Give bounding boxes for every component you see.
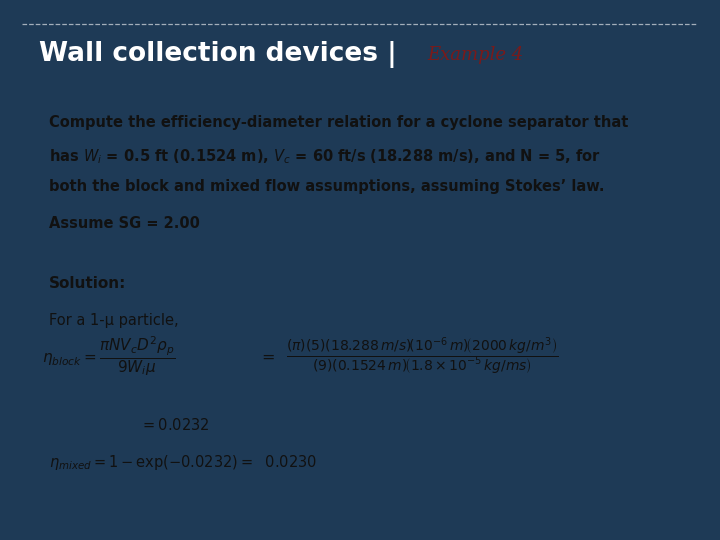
Text: Compute the efficiency-diameter relation for a cyclone separator that: Compute the efficiency-diameter relation… (49, 114, 628, 130)
Text: Assume SG = 2.00: Assume SG = 2.00 (49, 216, 199, 231)
Text: $\eta_{block} = \dfrac{\pi N V_c D^2 \rho_p}{9W_i \mu}$: $\eta_{block} = \dfrac{\pi N V_c D^2 \rh… (42, 335, 176, 379)
Text: Wall collection devices |: Wall collection devices | (39, 41, 396, 68)
Text: $=$: $=$ (258, 349, 275, 364)
Text: Solution:: Solution: (49, 276, 126, 291)
Text: $= 0.0232$: $= 0.0232$ (140, 417, 210, 433)
Text: For a 1-μ particle,: For a 1-μ particle, (49, 313, 179, 328)
Text: Example 4: Example 4 (428, 46, 524, 64)
Text: $\dfrac{(\pi)(5)(18.288\,m/s)\!\left(10^{-6}\,m\right)\!\left(2000\,kg/m^3\right: $\dfrac{(\pi)(5)(18.288\,m/s)\!\left(10^… (286, 336, 558, 377)
Text: $\eta_{mixed} = 1 - \exp(-0.0232) =\ \ 0.0230$: $\eta_{mixed} = 1 - \exp(-0.0232) =\ \ 0… (49, 453, 317, 472)
Text: has $\mathit{W_i}$ = 0.5 ft (0.1524 m), $\mathit{V_c}$ = 60 ft/s (18.288 m/s), a: has $\mathit{W_i}$ = 0.5 ft (0.1524 m), … (49, 147, 600, 166)
Text: both the block and mixed flow assumptions, assuming Stokes’ law.: both the block and mixed flow assumption… (49, 179, 604, 194)
